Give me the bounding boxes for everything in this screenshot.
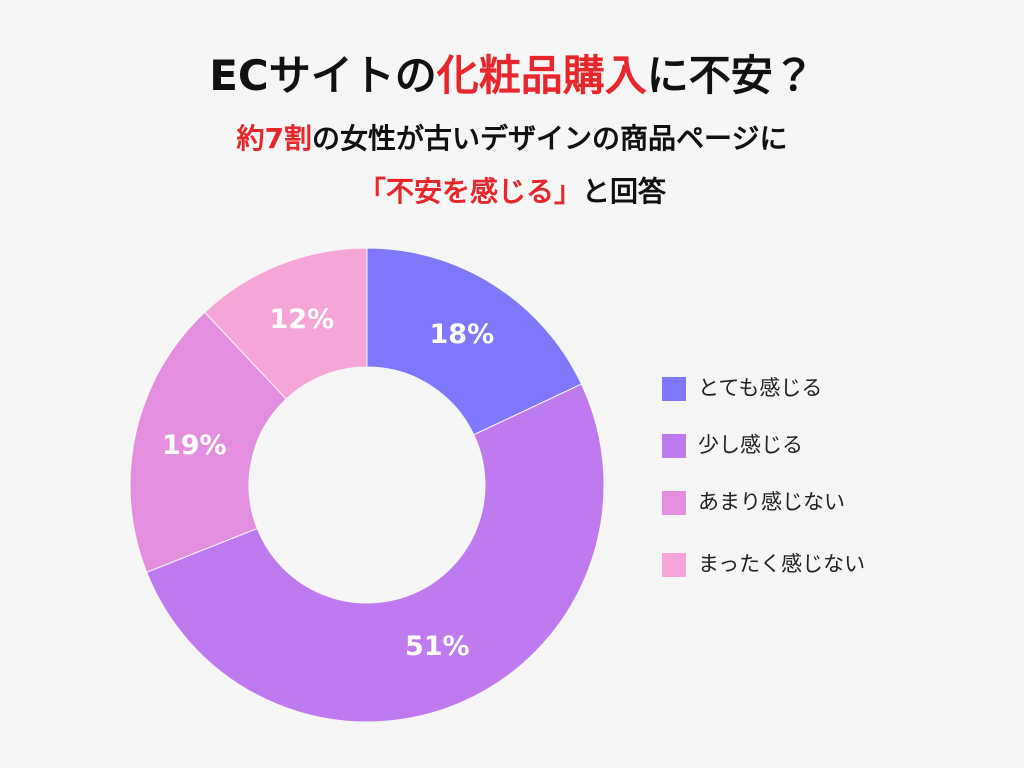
chart-subtitle-part: 約7割: [236, 122, 312, 155]
data-label: 19%: [162, 430, 227, 461]
data-label: 12%: [270, 304, 335, 335]
chart-title-part: 化粧品購入: [436, 51, 647, 100]
legend-label: あまり感じない: [698, 490, 845, 514]
legend-label: とても感じる: [698, 376, 822, 400]
legend-label: まったく感じない: [698, 552, 865, 576]
donut-segment: [145, 383, 605, 723]
legend-label: 少し感じる: [698, 433, 803, 457]
legend-swatch: [662, 553, 686, 577]
legend-swatch: [662, 491, 686, 515]
data-label: 51%: [405, 631, 470, 662]
legend-swatch: [662, 377, 686, 401]
chart-title: ECサイトの化粧品購入に不安？: [209, 51, 815, 100]
chart-title-part: ECサイトの: [209, 51, 437, 100]
chart-subtitle-part: の女性が古いデザインの商品ページに: [312, 122, 787, 155]
chart-title-part: に不安？: [647, 51, 815, 100]
chart-subtitle-part: と回答: [582, 175, 667, 208]
chart-subtitle-part: 「不安を感じる」: [358, 175, 582, 208]
legend-swatch: [662, 434, 686, 458]
donut-segment: [366, 247, 583, 436]
donut-segment: [204, 247, 368, 400]
chart-subtitle: 約7割の女性が古いデザインの商品ページに: [236, 122, 788, 155]
donut-segment: [129, 311, 287, 573]
data-label: 18%: [430, 319, 495, 350]
chart-subtitle: 「不安を感じる」と回答: [358, 175, 667, 208]
